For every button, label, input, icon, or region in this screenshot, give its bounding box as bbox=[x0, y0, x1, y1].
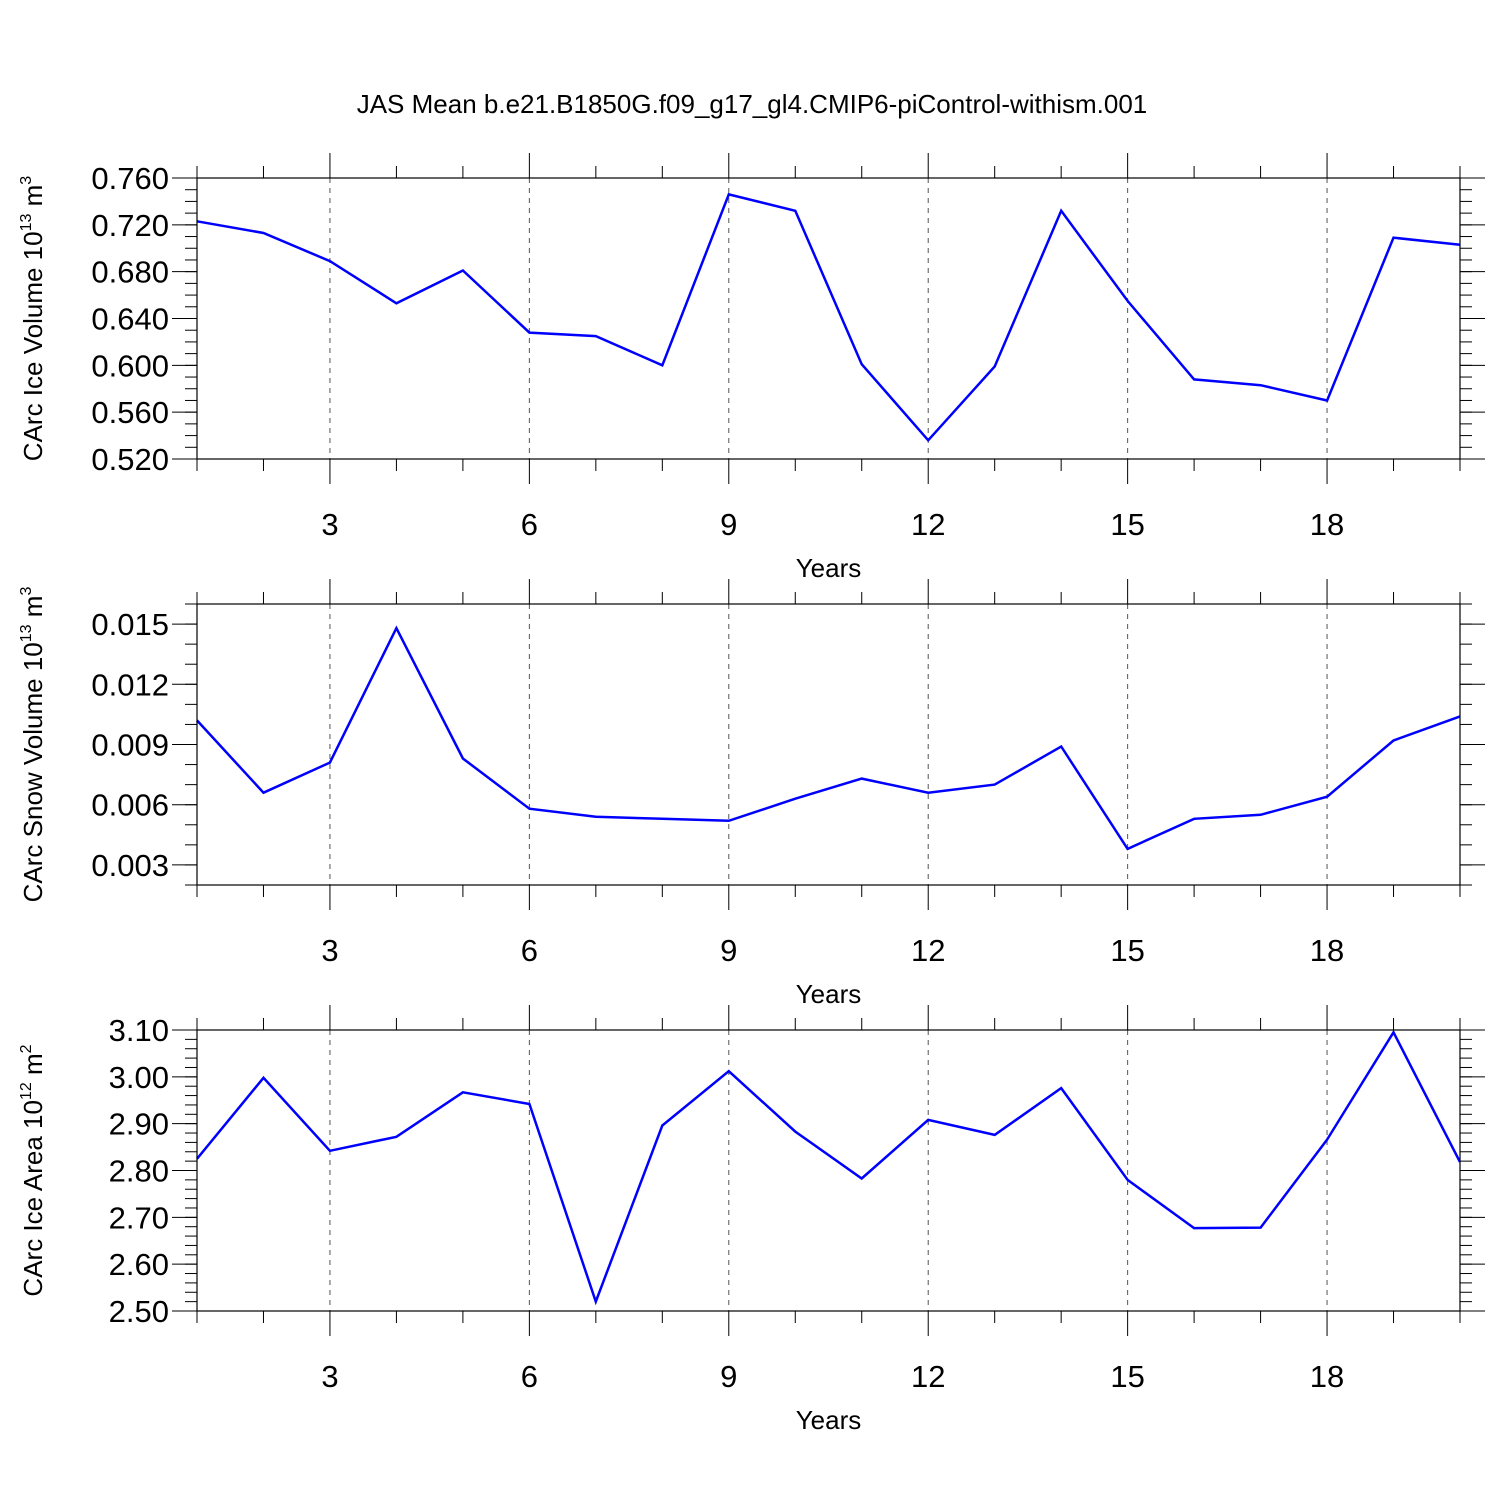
y-axis-title-unit: m bbox=[18, 596, 48, 625]
y-axis-title: CArc Ice Volume 1013 m3 bbox=[18, 176, 48, 461]
figure-title: JAS Mean b.e21.B1850G.f09_g17_gl4.CMIP6-… bbox=[357, 89, 1148, 119]
y-tick-label: 0.009 bbox=[91, 728, 169, 763]
x-tick-label: 9 bbox=[720, 933, 737, 968]
y-axis-title-unit: m bbox=[18, 1053, 48, 1082]
x-tick-label: 3 bbox=[321, 933, 338, 968]
x-tick-label: 3 bbox=[321, 507, 338, 542]
panels: 3 6 9 12 15 18 0.520 0.560 0.600 0.640 0.680 0.720 0… bbox=[18, 153, 1485, 1435]
y-axis-title-text: CArc Ice Area 10 bbox=[18, 1100, 48, 1297]
y-axis-title-text: CArc Ice Volume 10 bbox=[18, 231, 48, 461]
panel-2: 3 6 9 12 15 18 0.003 0.006 0.009 0.012 0.015 Years C… bbox=[18, 579, 1485, 1009]
series-line bbox=[196, 625, 1461, 851]
x-tick-label: 9 bbox=[720, 507, 737, 542]
x-tick-label: 9 bbox=[720, 1359, 737, 1394]
y-tick-label: 0.720 bbox=[91, 208, 169, 243]
x-tick-label: 18 bbox=[1310, 1359, 1344, 1394]
y-tick-label: 0.600 bbox=[91, 348, 169, 383]
plot-frame bbox=[196, 1029, 1461, 1312]
x-axis-title: Years bbox=[796, 1405, 862, 1435]
y-axis-title-unit-exp: 3 bbox=[18, 176, 35, 185]
series-line bbox=[196, 192, 1461, 443]
panel-3: 3 6 9 12 15 18 2.50 2.60 2.70 2.80 2.90 3.00 3.10 Yea… bbox=[18, 1005, 1485, 1435]
x-tick-label: 18 bbox=[1310, 507, 1344, 542]
y-tick-label: 0.520 bbox=[91, 442, 169, 477]
y-tick-label: 2.70 bbox=[109, 1200, 169, 1235]
x-tick-label: 12 bbox=[911, 933, 945, 968]
y-axis-title-unit: m bbox=[18, 185, 48, 214]
y-axis-title-exp: 13 bbox=[18, 624, 35, 642]
y-axis-title-text: CArc Snow Volume 10 bbox=[18, 642, 48, 902]
y-tick-label: 2.90 bbox=[109, 1107, 169, 1142]
x-tick-label: 18 bbox=[1310, 933, 1344, 968]
y-tick-label: 0.012 bbox=[91, 667, 169, 702]
y-axis-title-exp: 12 bbox=[18, 1082, 35, 1100]
y-tick-label: 0.015 bbox=[91, 607, 169, 642]
x-tick-label: 15 bbox=[1110, 1359, 1144, 1394]
x-axis-title: Years bbox=[796, 553, 862, 583]
x-tick-label: 6 bbox=[521, 933, 538, 968]
panel-1: 3 6 9 12 15 18 0.520 0.560 0.600 0.640 0.680 0.720 0… bbox=[18, 153, 1485, 583]
y-axis-title: CArc Snow Volume 1013 m3 bbox=[18, 587, 48, 903]
x-tick-label: 6 bbox=[521, 1359, 538, 1394]
plot-frame bbox=[196, 177, 1461, 460]
y-tick-label: 0.760 bbox=[91, 161, 169, 196]
y-tick-label: 2.60 bbox=[109, 1247, 169, 1282]
y-tick-label: 2.50 bbox=[109, 1294, 169, 1329]
y-tick-label: 0.003 bbox=[91, 848, 169, 883]
y-axis-title-unit-exp: 3 bbox=[18, 587, 35, 596]
series-line bbox=[196, 1029, 1462, 1306]
y-axis-title-unit-exp: 2 bbox=[18, 1044, 35, 1053]
x-tick-label: 12 bbox=[911, 507, 945, 542]
x-tick-label: 15 bbox=[1110, 507, 1144, 542]
x-tick-label: 6 bbox=[521, 507, 538, 542]
plot-frame bbox=[196, 603, 1461, 886]
y-tick-label: 0.680 bbox=[91, 255, 169, 290]
y-tick-label: 0.560 bbox=[91, 395, 169, 430]
y-tick-label: 0.640 bbox=[91, 302, 169, 337]
y-axis-title-exp: 13 bbox=[18, 214, 35, 232]
x-tick-label: 15 bbox=[1110, 933, 1144, 968]
y-tick-label: 3.10 bbox=[109, 1013, 169, 1048]
y-tick-label: 0.006 bbox=[91, 788, 169, 823]
y-tick-label: 3.00 bbox=[109, 1060, 169, 1095]
y-tick-label: 2.80 bbox=[109, 1154, 169, 1189]
x-tick-label: 3 bbox=[321, 1359, 338, 1394]
x-axis-title: Years bbox=[796, 979, 862, 1009]
x-tick-label: 12 bbox=[911, 1359, 945, 1394]
y-axis-title: CArc Ice Area 1012 m2 bbox=[18, 1044, 48, 1296]
